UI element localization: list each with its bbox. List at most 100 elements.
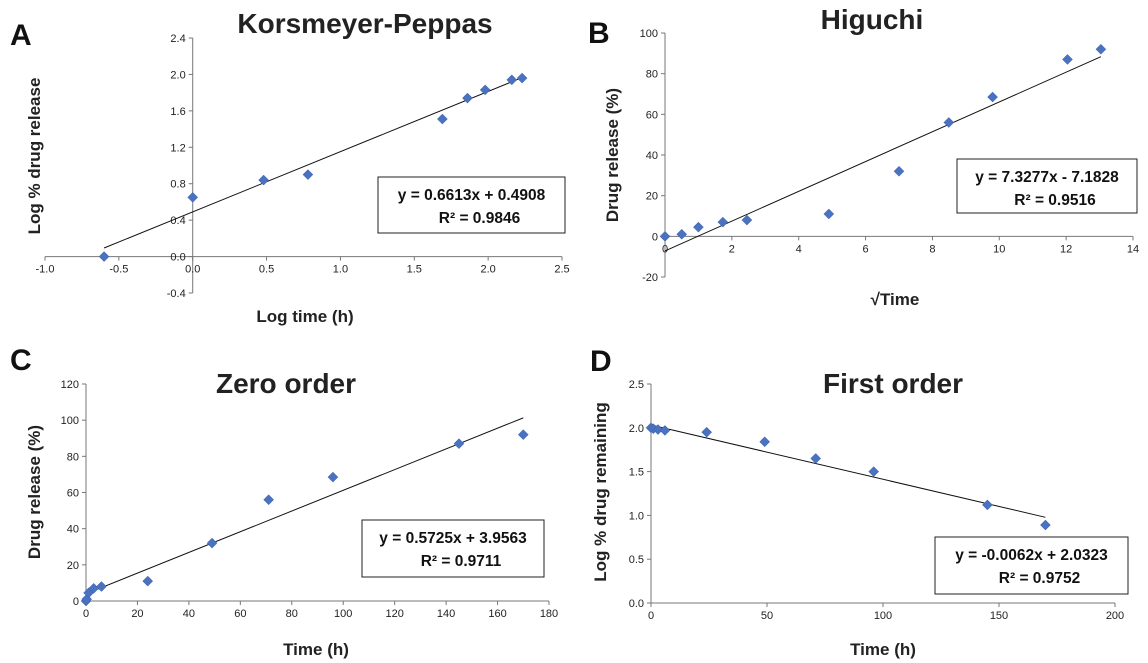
x-tick-label: -1.0 [36, 264, 55, 276]
regression-equation: y = -0.0062x + 2.0323 [955, 547, 1108, 564]
y-tick-label: 100 [640, 28, 658, 40]
data-point [436, 113, 448, 125]
trendline [103, 77, 523, 249]
data-point [263, 494, 274, 506]
data-point [982, 499, 993, 511]
data-point [1040, 519, 1051, 531]
x-axis-label: Time (h) [283, 640, 349, 659]
data-point [893, 165, 905, 177]
y-tick-label: 0 [73, 596, 79, 608]
data-point [659, 230, 671, 242]
equation-box [361, 519, 545, 578]
data-point [810, 453, 822, 464]
y-tick-label: -20 [642, 272, 658, 284]
equation-box [377, 176, 566, 234]
r-squared: R² = 0.9752 [999, 570, 1080, 587]
data-point [693, 221, 704, 233]
x-tick-label: 180 [540, 608, 558, 620]
data-point [142, 575, 154, 587]
x-tick-label: 60 [234, 608, 246, 620]
data-point [187, 192, 199, 203]
trendline [85, 417, 524, 595]
data-point [652, 424, 664, 435]
y-tick-label: 80 [646, 69, 658, 81]
y-tick-label: 100 [61, 415, 79, 427]
chart-title: Zero order [216, 368, 356, 399]
x-tick-label: 200 [1106, 610, 1124, 622]
data-point [516, 72, 528, 84]
x-tick-label: 0.0 [185, 264, 200, 276]
x-tick-label: 1.5 [407, 264, 422, 276]
data-point [717, 216, 729, 228]
data-point [676, 228, 688, 240]
y-tick-label: 20 [67, 560, 79, 572]
x-tick-label: -0.5 [109, 264, 128, 276]
panel-label: C [10, 344, 32, 377]
regression-equation: y = 7.3277x - 7.1828 [975, 169, 1119, 186]
x-tick-label: 14 [1127, 243, 1139, 255]
x-tick-label: 20 [131, 608, 143, 620]
x-tick-label: 150 [990, 610, 1008, 622]
r-squared: R² = 0.9516 [1014, 192, 1096, 209]
x-tick-label: 2.0 [480, 264, 495, 276]
panel-c: C Zero order 0 20 40 60 80 100 120 140 160 180 0 20 40… [10, 344, 558, 659]
chart-title: First order [823, 368, 963, 399]
x-axis-label: Time (h) [850, 640, 916, 659]
data-point [759, 436, 771, 448]
x-tick-label: 0 [83, 608, 89, 620]
y-tick-label: 0.4 [170, 215, 185, 227]
x-tick-label: 80 [286, 608, 298, 620]
data-point [453, 438, 465, 450]
data-point [987, 91, 998, 103]
data-point [206, 537, 218, 549]
y-tick-label: 1.5 [629, 467, 644, 479]
x-tick-label: 160 [488, 608, 506, 620]
data-point [96, 581, 107, 592]
y-tick-label: 1.6 [170, 106, 185, 118]
y-tick-label: 0.0 [629, 598, 644, 610]
y-axis-label: Drug release (%) [25, 425, 44, 559]
data-point [327, 471, 339, 483]
y-tick-label: 60 [646, 109, 658, 121]
y-tick-label: 2.5 [629, 379, 644, 391]
y-axis-label: Log % drug remaining [591, 402, 610, 581]
x-tick-label: 100 [874, 610, 892, 622]
data-point [517, 429, 529, 440]
y-tick-label: -0.4 [167, 288, 186, 300]
data-point [868, 466, 880, 477]
x-tick-label: 1.0 [333, 264, 348, 276]
x-tick-label: 2 [729, 243, 735, 255]
y-tick-label: 2.4 [170, 33, 185, 45]
data-point [479, 84, 491, 96]
x-tick-label: 4 [796, 243, 802, 255]
data-point [506, 74, 518, 86]
y-axis-label: Log % drug release [25, 78, 44, 235]
panel-label: D [590, 345, 612, 378]
data-point [302, 169, 314, 180]
equation-box [956, 158, 1138, 214]
panel-label: B [588, 17, 610, 50]
x-tick-label: 12 [1060, 243, 1072, 255]
data-point [98, 251, 110, 262]
data-point [258, 174, 269, 186]
panel-label: A [10, 19, 32, 52]
data-point [462, 92, 473, 104]
x-tick-label: 140 [437, 608, 455, 620]
y-tick-label: 40 [67, 524, 79, 536]
panel-a: A Korsmeyer-Peppas -1.0 -0.5 0.0 0.5 1.0 1.5 2.0… [10, 8, 570, 326]
x-tick-label: 120 [385, 608, 403, 620]
y-tick-label: 0.8 [170, 179, 185, 191]
panel-d: D First order 0 50 100 150 200 0.0 0.5 1.0 1.5 2.0 2… [590, 345, 1129, 659]
data-point [741, 214, 753, 226]
y-tick-label: 60 [67, 488, 79, 500]
y-tick-label: 0 [652, 231, 658, 243]
y-tick-label: 20 [646, 191, 658, 203]
y-tick-label: 0.0 [170, 252, 185, 264]
y-tick-label: 40 [646, 150, 658, 162]
data-point [823, 208, 835, 220]
data-point [701, 426, 713, 438]
data-point [943, 117, 955, 128]
trendline [650, 424, 1046, 518]
y-tick-label: 120 [61, 379, 79, 391]
regression-equation: y = 0.5725x + 3.9563 [379, 530, 527, 547]
